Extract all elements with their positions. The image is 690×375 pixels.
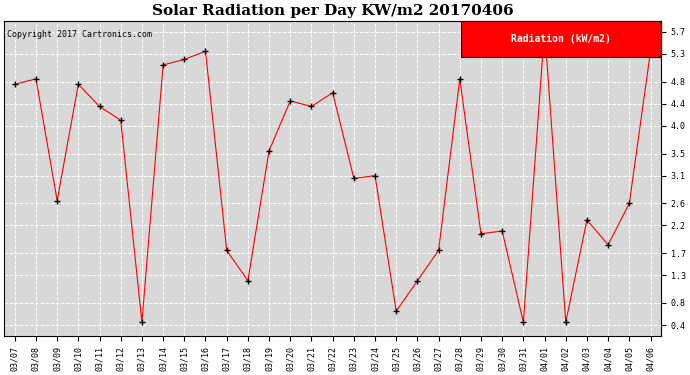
FancyBboxPatch shape	[461, 21, 661, 57]
Title: Solar Radiation per Day KW/m2 20170406: Solar Radiation per Day KW/m2 20170406	[152, 4, 513, 18]
Text: Radiation (kW/m2): Radiation (kW/m2)	[511, 34, 611, 44]
Text: Copyright 2017 Cartronics.com: Copyright 2017 Cartronics.com	[8, 30, 152, 39]
